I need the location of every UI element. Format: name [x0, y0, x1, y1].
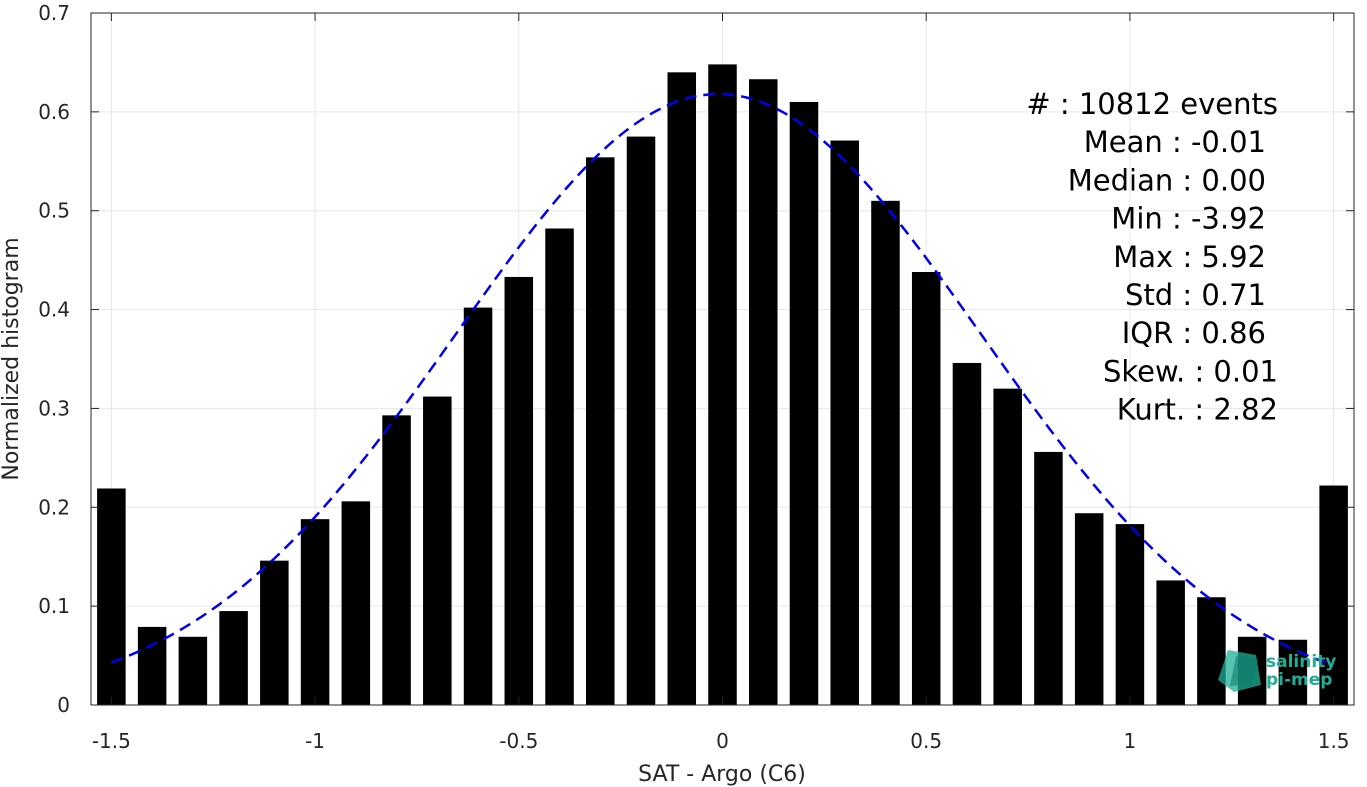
histogram-bar — [993, 388, 1022, 705]
x-tick-label: -1.5 — [92, 729, 131, 753]
x-tick-label: 1.5 — [1318, 729, 1350, 753]
histogram-bar — [219, 611, 248, 705]
histogram-bar — [1156, 580, 1185, 705]
stat-line: Median : 0.00 — [1068, 163, 1266, 197]
histogram-bar — [586, 157, 615, 705]
x-tick-label: 0.5 — [910, 729, 942, 753]
histogram-bar — [545, 228, 574, 705]
y-tick-label: 0.7 — [38, 1, 70, 25]
histogram-bar — [667, 72, 697, 706]
histogram-bar — [1034, 451, 1063, 705]
y-axis-label: Normalized histogram — [0, 237, 24, 480]
histogram-bar — [911, 272, 941, 705]
histogram-bar — [463, 307, 493, 705]
logo-text-line2: pi-mep — [1266, 670, 1332, 690]
histogram-bar — [1197, 597, 1226, 705]
axis-ticks — [91, 12, 1354, 706]
gaussian-fit-curve — [110, 92, 1335, 667]
x-tick-label: -0.5 — [499, 729, 538, 753]
histogram-bar — [423, 396, 452, 705]
histogram-bar — [260, 560, 289, 705]
x-axis-label: SAT - Argo (C6) — [638, 762, 806, 787]
y-tick-label: 0.1 — [38, 594, 70, 618]
histogram-bar — [1115, 524, 1145, 705]
y-tick-label: 0.6 — [38, 100, 70, 124]
histogram-bar — [952, 362, 982, 705]
histogram-bar — [1074, 513, 1104, 705]
histogram-bar — [789, 101, 819, 705]
stat-line: Mean : -0.01 — [1084, 125, 1266, 159]
histogram-bar — [830, 140, 859, 706]
x-tick-label: -1 — [305, 729, 325, 753]
stat-line: IQR : 0.86 — [1122, 316, 1266, 350]
stat-line: Kurt. : 2.82 — [1117, 393, 1278, 427]
logo-text-line1: salinity — [1266, 652, 1336, 672]
histogram-bar — [341, 501, 371, 705]
x-tick-label: 0 — [716, 729, 729, 753]
stat-line: # : 10812 events — [1026, 87, 1278, 121]
histogram-bar — [382, 415, 411, 705]
y-tick-label: 0.2 — [38, 495, 70, 519]
histogram-bar — [1278, 639, 1308, 705]
histogram-bar — [626, 136, 656, 706]
stat-line: Min : -3.92 — [1111, 202, 1266, 236]
y-tick-label: 0.5 — [38, 199, 70, 223]
y-tick-labels: 0 0.1 0.2 0.3 0.4 0.5 0.6 0.7 — [38, 1, 70, 717]
histogram-bar — [178, 636, 208, 705]
bars — [97, 64, 1348, 706]
salinity-pimep-logo: salinity pi-mep — [1218, 650, 1336, 692]
histogram-bar — [871, 200, 900, 706]
histogram-bar — [300, 519, 330, 705]
statistics-box: # : 10812 events Mean : -0.01 Median : 0.0… — [1026, 87, 1278, 427]
stat-line: Max : 5.92 — [1113, 240, 1266, 274]
x-tick-labels: -1.5 -1 -0.5 0 0.5 1 1.5 — [92, 729, 1350, 753]
stat-line: Skew. : 0.01 — [1103, 354, 1278, 388]
y-tick-label: 0.4 — [38, 298, 70, 322]
histogram-bar — [1319, 485, 1348, 705]
histogram-bar — [748, 79, 778, 706]
histogram-bar — [708, 64, 737, 706]
stat-line: Std : 0.71 — [1125, 278, 1266, 312]
histogram-bar — [504, 276, 534, 705]
histogram-bar — [97, 488, 126, 705]
histogram-bar — [137, 626, 167, 705]
y-tick-label: 0 — [57, 693, 70, 717]
x-tick-label: 1 — [1124, 729, 1137, 753]
y-tick-label: 0.3 — [38, 396, 70, 420]
